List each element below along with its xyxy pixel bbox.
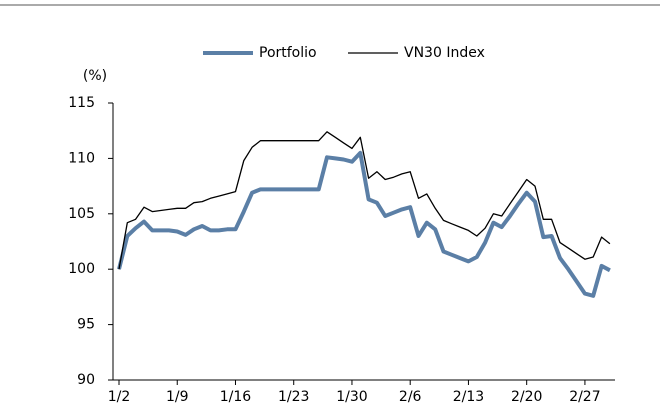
- x-tick-label: 1/2: [108, 389, 131, 405]
- line-series: [118, 131, 611, 270]
- x-tick-label: 2/20: [511, 389, 542, 405]
- y-tick-label: 95: [77, 317, 95, 333]
- y-tick-label: 105: [68, 206, 95, 222]
- x-tick-label: 1/23: [278, 389, 309, 405]
- x-tick-label: 2/27: [569, 389, 600, 405]
- x-tick-label: 2/6: [399, 389, 422, 405]
- y-tick-label: 100: [68, 261, 95, 277]
- x-tick-label: 1/30: [336, 389, 367, 405]
- legend-label: VN30 Index: [404, 45, 485, 61]
- y-tick-label: 110: [68, 150, 95, 166]
- x-tick-label: 1/9: [166, 389, 189, 405]
- x-tick-label: 1/16: [220, 389, 252, 405]
- y-tick-label: 115: [68, 95, 95, 111]
- y-axis-label: (%): [83, 68, 107, 84]
- legend-label: Portfolio: [259, 45, 317, 61]
- y-tick-label: 90: [77, 372, 95, 388]
- line-series: [117, 150, 611, 298]
- x-tick-label: 2/13: [453, 389, 484, 405]
